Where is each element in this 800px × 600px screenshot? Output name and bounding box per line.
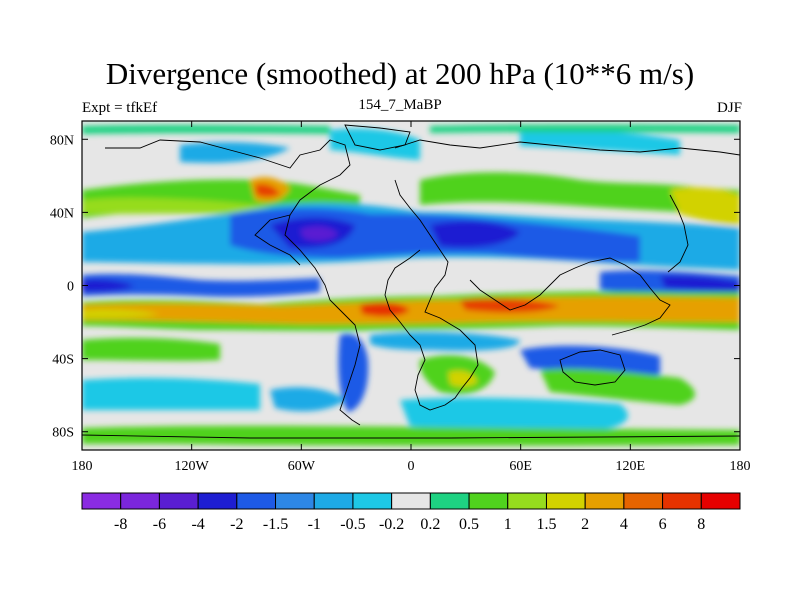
colorbar-swatch [197, 492, 238, 510]
colorbar-swatch [468, 492, 509, 510]
colorbar-swatch [429, 492, 470, 510]
colorbar-swatch [391, 492, 431, 510]
colorbar-swatch [662, 492, 702, 510]
colorbar-label: -0.2 [379, 516, 404, 533]
colorbar-swatch [545, 492, 586, 510]
colorbar-label: 6 [659, 516, 667, 533]
lat-tick-label: 80N [50, 133, 74, 148]
experiment-label: Expt = tfkEf [82, 100, 158, 116]
lat-tick-label: 40N [50, 206, 74, 221]
colorbar-label: 2 [581, 516, 589, 533]
map-area [82, 121, 740, 450]
colorbar-label: -2 [230, 516, 243, 533]
latitude-axis: 80N 40N 0 40S 80S [50, 133, 740, 441]
lon-tick-label: 60E [509, 459, 532, 474]
colorbar-swatch [120, 492, 160, 510]
lon-tick-label: 60W [288, 459, 316, 474]
lat-tick-label: 0 [67, 280, 74, 295]
lat-tick-label: 80S [52, 426, 74, 441]
colorbar-swatch [275, 492, 315, 510]
colorbar-label: 0.2 [420, 516, 440, 533]
lon-tick-label: 180 [72, 459, 93, 474]
colorbar-label: 4 [620, 516, 628, 533]
colorbar-swatch [352, 492, 393, 510]
case-label: 154_7_MaBP [358, 97, 442, 113]
lon-tick-label: 180 [730, 459, 751, 474]
colorbar-swatch [81, 492, 122, 510]
colorbar-swatch [507, 492, 547, 510]
colorbar-label: 8 [697, 516, 705, 533]
colorbar-swatch [236, 492, 277, 510]
colorbar-label: -4 [191, 516, 204, 533]
colorbar-swatch [700, 492, 741, 510]
colorbar-label: -1 [308, 516, 321, 533]
colorbar-swatch [623, 492, 664, 510]
lon-tick-label: 120W [175, 459, 210, 474]
colorbar-label: -6 [153, 516, 166, 533]
lat-tick-label: 40S [52, 353, 74, 368]
colorbar-label: 0.5 [459, 516, 479, 533]
colorbar-label: -0.5 [340, 516, 365, 533]
divergence-field [82, 124, 740, 446]
colorbar-swatch [584, 492, 625, 510]
colorbar: -8 -6 -4 -2 -1.5 -1 -0.5 -0.2 0.2 0.5 1 1.5 2 4 6 8 [81, 492, 741, 533]
longitude-axis: 180 120W 60W 0 60E 120E 180 [72, 121, 751, 474]
lon-tick-label: 120E [616, 459, 646, 474]
colorbar-label: -1.5 [263, 516, 288, 533]
colorbar-label: 1.5 [536, 516, 556, 533]
season-label: DJF [716, 100, 742, 116]
colorbar-label: -8 [114, 516, 127, 533]
chart-title: Divergence (smoothed) at 200 hPa (10**6 … [105, 56, 695, 91]
colorbar-label: 1 [504, 516, 512, 533]
coastlines [82, 124, 740, 439]
colorbar-swatch [158, 492, 199, 510]
colorbar-swatch [313, 492, 354, 510]
lon-tick-label: 0 [408, 459, 415, 474]
